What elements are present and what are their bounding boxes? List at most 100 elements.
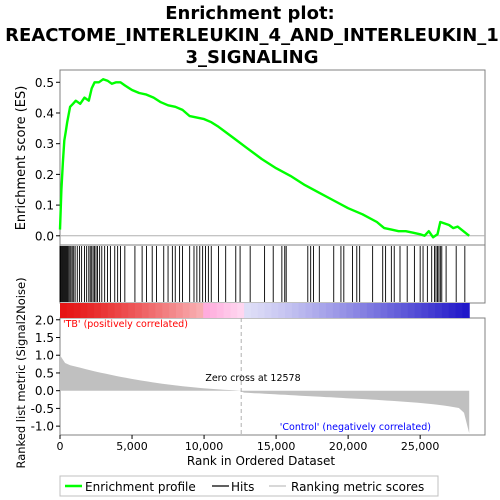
rank-color-segment (421, 303, 429, 318)
legend-frame (59, 475, 439, 497)
rank-color-segment (135, 303, 143, 318)
metric-y-tick-label: 1.5 (35, 331, 54, 345)
rank-color-segment (162, 303, 170, 318)
rank-color-segment (325, 303, 334, 318)
rank-color-segment (250, 303, 259, 318)
es-panel-frame (59, 69, 486, 246)
metric-panel-frame (59, 317, 486, 436)
metric-y-tick-label: -0.5 (31, 402, 54, 416)
es-y-tick-label: 0.3 (35, 137, 54, 151)
rank-color-segment (230, 303, 238, 318)
rank-color-segment (216, 303, 225, 318)
metric-y-tick-label: -1.0 (31, 420, 54, 434)
metric-y-tick-label: 1.0 (35, 349, 54, 363)
rank-x-axis: 0 5,000 10,000 15,000 20,000 25,000 (57, 435, 440, 453)
rank-color-segment (128, 303, 136, 318)
x-tick-label: 20,000 (329, 440, 368, 453)
metric-y-axis-label: Ranked list metric (Signal2Noise) (14, 277, 28, 468)
metric-y-tick-label: 0.5 (35, 366, 54, 380)
ranking-metric-area (60, 318, 470, 435)
rank-color-segment (271, 303, 279, 318)
rank-color-segment (73, 303, 82, 318)
rank-color-segment (387, 303, 395, 318)
rank-color-segment (373, 303, 382, 318)
metric-y-tick-label: 0.0 (35, 384, 54, 398)
rank-color-segment (366, 303, 375, 318)
rank-color-segment (257, 303, 266, 318)
chart-title-line-2: REACTOME_INTERLEUKIN_4_AND_INTERLEUKIN_1 (5, 25, 499, 46)
rank-color-segment (394, 303, 402, 318)
zero-cross-label: Zero cross at 12578 (205, 373, 300, 384)
rank-color-segment (462, 303, 470, 318)
rank-color-segment (278, 303, 286, 318)
rank-color-segment (237, 303, 245, 318)
rank-color-segment (141, 303, 150, 318)
es-y-tick-label: 0.1 (35, 199, 54, 213)
rank-color-segment (155, 303, 163, 318)
legend: Enrichment profile Hits Ranking metric s… (59, 475, 439, 497)
positive-correlation-label: 'TB' (positively correlated) (63, 319, 188, 330)
rank-color-segment (455, 303, 463, 318)
rank-color-segment (441, 303, 450, 318)
rank-color-segment (182, 303, 191, 318)
rank-color-segment (175, 303, 184, 318)
x-tick-label: 10,000 (185, 440, 224, 453)
rank-color-segment (203, 303, 211, 318)
es-y-tick-label: 0.4 (35, 106, 54, 120)
x-tick-label: 25,000 (401, 440, 440, 453)
rank-color-segment (360, 303, 368, 318)
rank-color-segment (353, 303, 361, 318)
rank-color-segment (244, 303, 252, 318)
rank-color-segment (285, 303, 293, 318)
legend-hits-label: Hits (231, 480, 254, 494)
rank-color-segment (339, 303, 348, 318)
rank-color-segment (428, 303, 436, 318)
rank-color-segment (346, 303, 354, 318)
rank-color-segment (196, 303, 204, 318)
es-y-tick-label: 0.2 (35, 168, 54, 182)
chart-title-line-1: Enrichment plot: (165, 3, 335, 24)
rank-color-segment (414, 303, 423, 318)
x-tick-label: 5,000 (116, 440, 148, 453)
negative-correlation-label: 'Control' (negatively correlated) (280, 422, 431, 433)
rank-color-segment (189, 303, 197, 318)
rank-color-segment (407, 303, 416, 318)
x-tick-label: 0 (57, 440, 64, 453)
rank-color-segment (169, 303, 177, 318)
rank-color-segment (148, 303, 157, 318)
legend-profile-label: Enrichment profile (85, 480, 196, 494)
chart-title-line-3: 3_SIGNALING (186, 47, 319, 68)
rank-color-segment (400, 303, 409, 318)
rank-color-segment (121, 303, 129, 318)
x-tick-label: 15,000 (257, 440, 296, 453)
rank-color-segment (380, 303, 388, 318)
hits-panel-frame (59, 244, 486, 304)
rank-color-segment (87, 303, 95, 318)
es-y-tick-label: 0.0 (35, 229, 54, 243)
rank-color-segment (210, 303, 218, 318)
rank-color-segment (66, 303, 75, 318)
rank-color-segment (298, 303, 307, 318)
rank-color-segment (114, 303, 122, 318)
legend-metric-label: Ranking metric scores (291, 480, 424, 494)
es-y-tick-label: 0.5 (35, 76, 54, 90)
enrichment-profile-line (58, 77, 470, 239)
rank-color-bar (60, 303, 470, 318)
ranking-metric-fill (60, 355, 470, 434)
rank-color-segment (60, 303, 68, 318)
rank-color-segment (291, 303, 300, 318)
hit-markers (59, 246, 466, 302)
rank-color-segment (223, 303, 232, 318)
rank-color-segment (319, 303, 327, 318)
rank-color-segment (94, 303, 102, 318)
es-y-axis: 0.0 0.1 0.2 0.3 0.4 0.5 (35, 76, 60, 243)
rank-color-segment (80, 303, 88, 318)
rank-color-segment (100, 303, 109, 318)
metric-y-tick-label: 2.0 (35, 313, 54, 327)
rank-color-segment (264, 303, 272, 318)
rank-color-segment (435, 303, 443, 318)
es-y-axis-label: Enrichment score (ES) (14, 86, 29, 231)
x-axis-label: Rank in Ordered Dataset (187, 454, 335, 468)
rank-color-segment (312, 303, 320, 318)
enrichment-profile-path (58, 77, 470, 239)
